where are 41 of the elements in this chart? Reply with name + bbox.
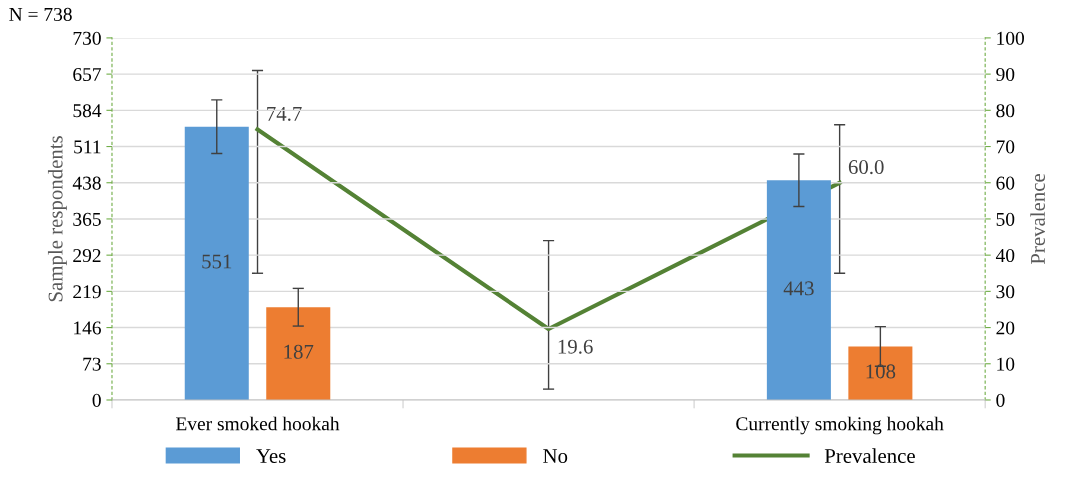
y-tick-label: 0: [92, 393, 101, 407]
y-tick-label: 292: [73, 249, 101, 263]
y-tick-label: 657: [73, 67, 102, 82]
y2-tick-label: 30: [996, 285, 1015, 299]
data-label: 551: [202, 254, 232, 269]
data-label: 74.7: [267, 106, 302, 121]
y2-tick-label: 80: [996, 104, 1015, 118]
y2-axis-title: Prevalence: [1030, 173, 1045, 265]
y-tick-label: 584: [73, 104, 102, 118]
data-label: 443: [783, 281, 814, 296]
y-tick-label: 73: [83, 357, 101, 371]
bar: [848, 346, 913, 400]
legend-label: No: [543, 449, 568, 464]
y2-tick-label: 90: [996, 67, 1015, 82]
y2-tick-label: 70: [996, 140, 1015, 154]
data-label: 60.0: [848, 160, 884, 175]
y-tick-label: 146: [74, 321, 101, 335]
y2-tick-label: 0: [996, 393, 1005, 407]
y2-tick-label: 20: [996, 321, 1015, 335]
y2-tick-label: 10: [997, 357, 1015, 371]
bar: [184, 126, 249, 400]
bar: [766, 180, 831, 400]
data-label: 19.6: [558, 339, 593, 354]
y2-tick-label: 50: [996, 212, 1015, 226]
x-tick-label: Currently smoking hookah: [736, 416, 944, 435]
y2-tick-label: 60: [996, 176, 1015, 190]
y-axis-title: Sample respondents: [47, 136, 67, 302]
legend-label: Yes: [256, 449, 286, 464]
y-tick-label: 438: [72, 176, 101, 190]
text: N = 738: [9, 7, 72, 21]
bar: [266, 307, 331, 400]
y-tick-label: 511: [74, 140, 101, 154]
legend-label: Prevalence: [824, 448, 915, 464]
y2-tick-label: 40: [995, 248, 1015, 263]
y-tick-label: 730: [73, 31, 101, 45]
y-tick-label: 219: [73, 285, 101, 299]
data-label: 187: [284, 344, 314, 359]
x-tick-label: Ever smoked hookah: [176, 416, 340, 431]
y2-tick-label: 100: [997, 31, 1024, 45]
data-label: 108: [866, 364, 896, 379]
y-tick-label: 365: [73, 212, 101, 226]
